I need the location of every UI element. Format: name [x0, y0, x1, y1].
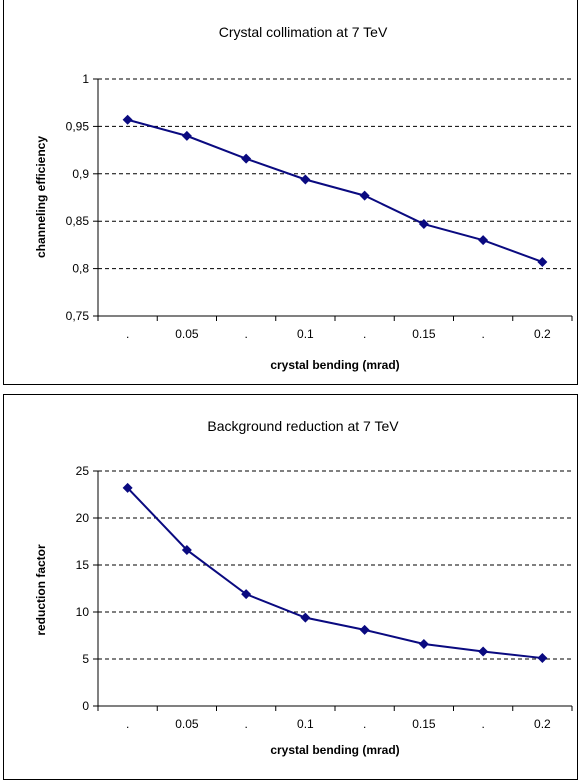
y-tick-label: 0: [82, 699, 89, 713]
x-tick-label: 0.2: [534, 717, 551, 731]
data-point: [241, 153, 252, 164]
x-tick-label: .: [244, 327, 247, 341]
data-point: [478, 646, 489, 657]
x-tick-label: .: [481, 327, 484, 341]
data-point: [181, 544, 192, 555]
x-tick-label: .: [363, 717, 366, 731]
x-tick-label: 0.2: [534, 327, 551, 341]
chart-background: Background reduction at 7 TeV crystal be…: [34, 418, 573, 757]
data-point: [418, 219, 429, 230]
series-line: [127, 118, 543, 263]
series-line: [126, 487, 543, 660]
chart-collimation: Crystal collimation at 7 TeV crystal ben…: [34, 24, 573, 372]
data-point: [241, 589, 252, 600]
data-point: [418, 638, 429, 649]
y-axis-title: reduction factor: [34, 544, 48, 636]
data-point: [181, 130, 192, 141]
x-tick-label: 0.15: [412, 717, 436, 731]
chart-panel-collimation: Crystal collimation at 7 TeV crystal ben…: [3, 0, 578, 385]
data-point: [300, 174, 311, 185]
x-tick-label: .: [363, 327, 366, 341]
data-point: [537, 653, 548, 664]
y-tick-label: 0,75: [66, 309, 90, 323]
y-tick-label: 5: [82, 652, 89, 666]
data-point: [537, 256, 548, 267]
x-tick-label: 0.05: [175, 327, 199, 341]
y-tick-label: 20: [76, 511, 90, 525]
x-axis-title: crystal bending (mrad): [270, 358, 399, 372]
x-tick-label: .: [126, 717, 129, 731]
y-tick-label: 10: [76, 605, 90, 619]
x-tick-label: .: [481, 717, 484, 731]
y-tick-label: 0,85: [66, 214, 90, 228]
chart-panel-background: Background reduction at 7 TeV crystal be…: [3, 394, 578, 780]
data-point: [122, 114, 133, 125]
y-tick-label: 0,9: [72, 167, 89, 181]
y-tick-label: 1: [82, 72, 89, 86]
x-tick-label: .: [126, 327, 129, 341]
plot-area: 0,75 0,8 0,85 0,9 0,95 1. 0.05. 0.1. 0.15. 0.2: [66, 72, 573, 341]
data-point: [300, 612, 311, 623]
plot-area: 0 5 10 15 20 25. 0.05. 0.1. 0.15. 0.2: [76, 464, 573, 731]
x-tick-label: .: [244, 717, 247, 731]
chart-title: Crystal collimation at 7 TeV: [219, 24, 388, 40]
data-point: [359, 190, 370, 201]
y-tick-label: 0,95: [66, 119, 90, 133]
x-tick-label: 0.1: [297, 327, 314, 341]
y-axis-title: channeling efficiency: [34, 136, 48, 258]
x-tick-label: 0.05: [175, 717, 199, 731]
y-tick-label: 0,8: [72, 262, 89, 276]
data-point: [359, 624, 370, 635]
x-tick-label: 0.1: [297, 717, 314, 731]
y-tick-label: 15: [76, 558, 90, 572]
chart-title: Background reduction at 7 TeV: [207, 418, 399, 434]
data-point: [478, 235, 489, 246]
x-tick-label: 0.15: [412, 327, 436, 341]
data-point: [122, 482, 133, 493]
x-axis-title: crystal bending (mrad): [270, 743, 399, 757]
y-tick-label: 25: [76, 464, 90, 478]
